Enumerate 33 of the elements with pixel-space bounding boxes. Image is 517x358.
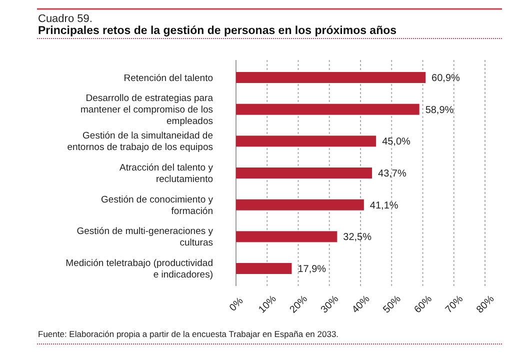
x-tick-label: 60%	[412, 294, 434, 316]
x-tick-label: 10%	[256, 294, 279, 316]
bar	[236, 72, 426, 84]
x-tick-label: 50%	[381, 294, 404, 316]
x-tick-label: 20%	[288, 294, 310, 316]
chart-subtitle: Principales retos de la gestión de personas en los próximos años	[38, 25, 397, 37]
source-note: Fuente: Elaboración propia a partir de la encuesta Trabajar en España en 2033.	[38, 329, 339, 339]
bar	[236, 262, 292, 274]
y-tick-label: Retención del talento	[124, 72, 213, 84]
data-label: 41,1%	[370, 200, 398, 212]
text: Cuadro 59.	[38, 13, 92, 25]
y-tick-label: Gestión de conocimiento y formación	[101, 194, 214, 217]
data-label: 58,9%	[425, 104, 454, 116]
data-label: 45,0%	[382, 136, 411, 148]
data-label: 32,5%	[343, 232, 372, 244]
y-tick-label: Gestión de la simultaneidad de entornos de trabajo de los equipos	[67, 130, 214, 154]
y-tick-label: Atracción del talento y reclutamiento	[120, 162, 214, 186]
data-label: 43,7%	[378, 168, 406, 180]
x-tick-label: 0%	[228, 296, 246, 314]
bar	[236, 136, 376, 147]
bar	[236, 104, 420, 115]
bar	[236, 168, 372, 178]
y-tick-label: Gestión de multi-generaciones y culturas	[76, 226, 214, 249]
x-tick-label: 80%	[474, 294, 497, 316]
x-tick-label: 30%	[319, 294, 342, 316]
bar	[236, 199, 364, 210]
y-tick-label: Medición teletrabajo (productividad e indicadores)	[66, 258, 213, 281]
y-tick-label: Desarrollo de estrategias para mantener el compromiso de los empleados	[80, 93, 214, 128]
x-tick-label: 40%	[350, 294, 372, 316]
x-tick-label: 70%	[444, 294, 466, 316]
data-label: 60,9%	[432, 73, 460, 84]
bar	[236, 231, 338, 242]
data-label: 17,9%	[298, 264, 326, 275]
